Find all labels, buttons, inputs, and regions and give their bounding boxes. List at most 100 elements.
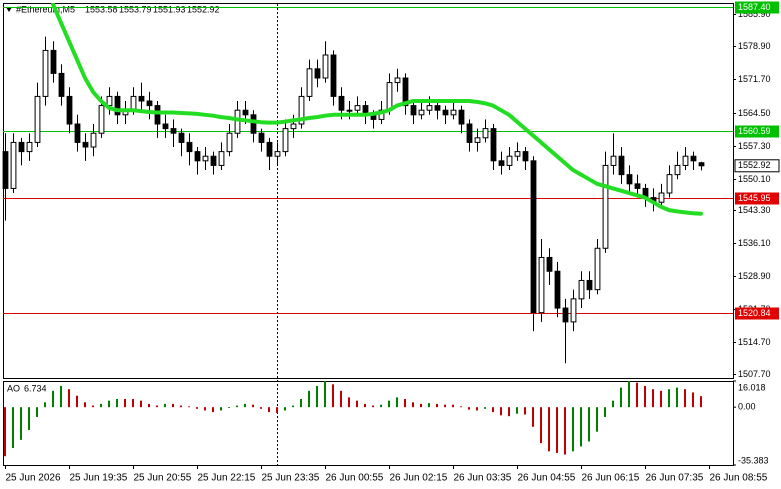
x-tick-label: 26 Jun 03:35	[454, 473, 512, 484]
ao-bar	[12, 407, 14, 449]
candle-body	[106, 95, 113, 107]
candle-body	[562, 307, 569, 323]
candle-body	[690, 155, 697, 162]
ao-bar	[348, 397, 350, 408]
ao-bar	[596, 407, 598, 432]
candle-body	[330, 54, 337, 97]
candle-body	[146, 100, 153, 107]
price-label: 1552.92	[738, 160, 771, 170]
y-tick-label: 1571.70	[738, 74, 771, 84]
candle-body	[50, 49, 57, 74]
candle-body	[626, 174, 633, 185]
candle-body	[346, 109, 353, 112]
ao-bar	[700, 396, 702, 408]
candle-body	[386, 82, 393, 111]
candle-body	[18, 141, 25, 153]
ao-bar	[340, 390, 342, 408]
level-label-box	[735, 1, 779, 14]
y-tick-label: 1585.90	[738, 9, 771, 19]
ao-bar	[484, 407, 486, 409]
ao-bar	[116, 399, 118, 408]
candle-body	[58, 72, 65, 97]
candle-body	[354, 105, 361, 111]
ao-bar	[604, 407, 606, 417]
candle-body	[610, 155, 617, 166]
ao-bar	[324, 381, 326, 408]
ao-bar	[524, 407, 526, 415]
ao-bar	[676, 387, 678, 408]
candle-body	[282, 128, 289, 153]
candle-body	[682, 155, 689, 166]
ao-bar	[276, 407, 278, 413]
candle-body	[514, 151, 521, 157]
y-tick-label: 1514.70	[738, 337, 771, 347]
candle-body	[322, 54, 329, 79]
ao-bar	[356, 400, 358, 408]
candle-body	[442, 109, 449, 116]
y-tick-label: 1543.30	[738, 205, 771, 215]
ao-bar	[300, 399, 302, 408]
x-tick-label: 25 Jun 2026	[6, 473, 61, 484]
x-tick-label: 26 Jun 02:15	[390, 473, 448, 484]
candle-body	[258, 132, 265, 143]
ao-bar	[364, 403, 366, 408]
ao-bar	[692, 392, 694, 408]
ao-bar	[92, 405, 94, 408]
candle-body	[186, 141, 193, 153]
ao-bar	[28, 407, 30, 431]
candle-body	[602, 164, 609, 249]
candle-body	[338, 95, 345, 111]
ao-bar	[260, 407, 262, 409]
ao-bar	[468, 407, 470, 410]
price-label-box	[734, 159, 780, 173]
ao-bar	[556, 407, 558, 453]
candle-body	[522, 151, 529, 162]
y-tick-label: 1536.10	[738, 238, 771, 248]
ohlc-close: 1552.92	[187, 4, 220, 14]
ao-bar	[668, 389, 670, 408]
ao-name: AO	[7, 383, 20, 393]
y-tick-label: 1507.70	[738, 369, 771, 379]
ao-bar	[172, 403, 174, 408]
ohlc-open: 1553.58	[85, 4, 118, 14]
ao-tick-label: 16.018	[738, 382, 766, 392]
candle-body	[594, 247, 601, 291]
ao-bar	[564, 407, 566, 455]
candle-body	[90, 132, 97, 148]
level-label-box	[735, 192, 779, 205]
ao-bar	[628, 381, 630, 408]
ao-bar	[516, 407, 518, 414]
main-panel	[3, 3, 734, 379]
ao-bar	[500, 407, 502, 416]
ao-bar	[396, 397, 398, 408]
ao-bar	[548, 407, 550, 452]
chart-title: #Ethereum,M5	[16, 4, 75, 14]
candle-body	[314, 68, 321, 79]
ao-bar	[684, 389, 686, 408]
ao-bar	[380, 404, 382, 408]
candle-body	[306, 68, 313, 97]
candle-body	[130, 95, 137, 111]
level-label: 1587.40	[738, 2, 771, 12]
y-tick-label: 1564.50	[738, 108, 771, 118]
ao-bar	[444, 404, 446, 408]
x-tick-label: 25 Jun 19:35	[70, 473, 128, 484]
x-tick-label: 26 Jun 04:55	[518, 473, 576, 484]
ao-bar	[292, 405, 294, 408]
candle-body	[498, 160, 505, 166]
ao-bar	[132, 399, 134, 408]
x-tick-label: 26 Jun 08:55	[710, 473, 768, 484]
candle-body	[274, 151, 281, 157]
ao-bar	[492, 407, 494, 413]
ao-value: 6.734	[24, 383, 47, 393]
candle-body	[666, 174, 673, 194]
ao-bar	[644, 385, 646, 408]
ao-bar	[316, 385, 318, 408]
candle-body	[394, 77, 401, 84]
candle-body	[170, 128, 177, 134]
ao-bar	[60, 385, 62, 408]
ao-bar	[652, 389, 654, 408]
candle-body	[618, 155, 625, 176]
ao-bar	[460, 406, 462, 408]
candle-body	[410, 105, 417, 116]
